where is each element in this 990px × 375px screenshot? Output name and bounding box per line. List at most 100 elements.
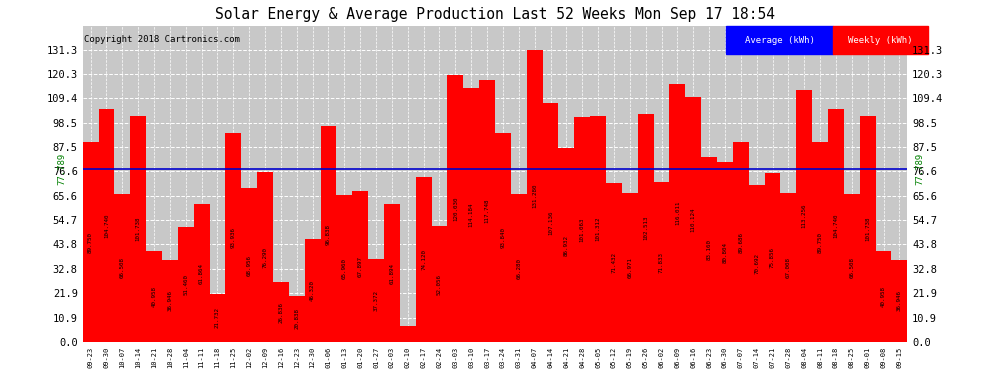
Bar — [796, 90, 812, 342]
Text: 40.958: 40.958 — [151, 286, 156, 307]
Text: 96.838: 96.838 — [326, 224, 331, 245]
Bar — [131, 116, 147, 342]
Bar — [669, 84, 685, 342]
Text: 80.804: 80.804 — [723, 242, 728, 262]
Bar — [337, 195, 352, 342]
Text: 101.312: 101.312 — [596, 217, 601, 242]
Bar — [321, 126, 337, 342]
Text: 71.833: 71.833 — [659, 252, 664, 273]
Bar — [479, 80, 495, 342]
Bar — [305, 239, 321, 342]
Text: 75.856: 75.856 — [770, 247, 775, 268]
Bar — [210, 294, 226, 342]
Bar — [622, 193, 638, 342]
Text: 65.960: 65.960 — [342, 258, 346, 279]
Text: 93.840: 93.840 — [500, 227, 506, 248]
Bar — [194, 204, 210, 342]
Bar — [891, 260, 908, 342]
Bar — [226, 133, 242, 342]
Text: Average (kWh): Average (kWh) — [744, 36, 815, 45]
Text: 66.508: 66.508 — [849, 257, 854, 278]
Text: 83.160: 83.160 — [707, 239, 712, 260]
Text: 37.372: 37.372 — [373, 290, 378, 311]
Text: 40.958: 40.958 — [881, 286, 886, 307]
Text: 117.748: 117.748 — [484, 199, 490, 223]
Text: 101.738: 101.738 — [865, 216, 870, 241]
Bar — [257, 172, 273, 342]
Bar — [859, 116, 875, 342]
Title: Solar Energy & Average Production Last 52 Weeks Mon Sep 17 18:54: Solar Energy & Average Production Last 5… — [215, 7, 775, 22]
Text: Weekly (kWh): Weekly (kWh) — [848, 36, 913, 45]
Text: 86.932: 86.932 — [564, 235, 569, 256]
Text: 74.120: 74.120 — [421, 249, 426, 270]
Text: 70.692: 70.692 — [754, 253, 759, 274]
Text: 67.897: 67.897 — [357, 256, 362, 277]
Bar — [764, 173, 780, 342]
Text: 61.864: 61.864 — [199, 262, 204, 284]
Text: 46.320: 46.320 — [310, 280, 315, 301]
Text: 131.280: 131.280 — [533, 184, 538, 208]
Bar — [511, 194, 527, 342]
Bar — [812, 142, 828, 342]
Text: 36.946: 36.946 — [897, 290, 902, 311]
Bar — [352, 191, 368, 342]
Text: 101.063: 101.063 — [580, 217, 585, 242]
Text: Copyright 2018 Cartronics.com: Copyright 2018 Cartronics.com — [84, 35, 241, 44]
Bar — [638, 114, 653, 342]
Text: 93.936: 93.936 — [231, 227, 236, 248]
Bar — [289, 296, 305, 342]
Bar — [368, 259, 384, 342]
Bar — [495, 133, 511, 342]
Text: 104.740: 104.740 — [104, 213, 109, 238]
Bar — [558, 148, 574, 342]
Text: 104.740: 104.740 — [834, 213, 839, 238]
Bar — [875, 251, 891, 342]
Text: 20.838: 20.838 — [294, 308, 299, 329]
Text: 61.894: 61.894 — [389, 262, 394, 284]
Bar — [115, 194, 131, 342]
Text: 120.030: 120.030 — [452, 196, 457, 220]
Text: 113.256: 113.256 — [802, 204, 807, 228]
Bar — [99, 109, 115, 342]
Text: 66.508: 66.508 — [120, 257, 125, 278]
Bar — [147, 251, 162, 342]
Bar — [606, 183, 622, 342]
Bar — [447, 75, 463, 342]
Text: 114.184: 114.184 — [468, 202, 473, 227]
Bar — [653, 182, 669, 342]
Text: 66.971: 66.971 — [628, 257, 633, 278]
Bar — [242, 189, 257, 342]
Bar — [432, 226, 447, 342]
Text: 71.432: 71.432 — [612, 252, 617, 273]
Bar — [543, 104, 558, 342]
Bar — [400, 326, 416, 342]
Text: 76.290: 76.290 — [262, 246, 267, 267]
Text: 51.460: 51.460 — [183, 274, 188, 295]
Bar — [384, 204, 400, 342]
Text: 26.836: 26.836 — [278, 302, 283, 322]
Text: 66.280: 66.280 — [517, 258, 522, 279]
Bar — [527, 50, 543, 342]
Bar — [780, 193, 796, 342]
Bar — [701, 157, 717, 342]
Bar — [717, 162, 733, 342]
Text: 116.011: 116.011 — [675, 201, 680, 225]
Bar — [828, 109, 843, 342]
Text: 77.789: 77.789 — [57, 153, 66, 185]
FancyBboxPatch shape — [834, 26, 928, 54]
FancyBboxPatch shape — [726, 26, 834, 54]
Text: 36.946: 36.946 — [167, 290, 172, 311]
Text: 89.750: 89.750 — [88, 232, 93, 253]
Text: 89.686: 89.686 — [739, 232, 743, 253]
Bar — [733, 142, 748, 342]
Bar — [178, 227, 194, 342]
Bar — [416, 177, 432, 342]
Bar — [843, 194, 859, 342]
Bar — [273, 282, 289, 342]
Text: 21.732: 21.732 — [215, 307, 220, 328]
Bar — [574, 117, 590, 342]
Bar — [685, 97, 701, 342]
Text: 110.124: 110.124 — [691, 207, 696, 232]
Bar — [748, 184, 764, 342]
Bar — [590, 117, 606, 342]
